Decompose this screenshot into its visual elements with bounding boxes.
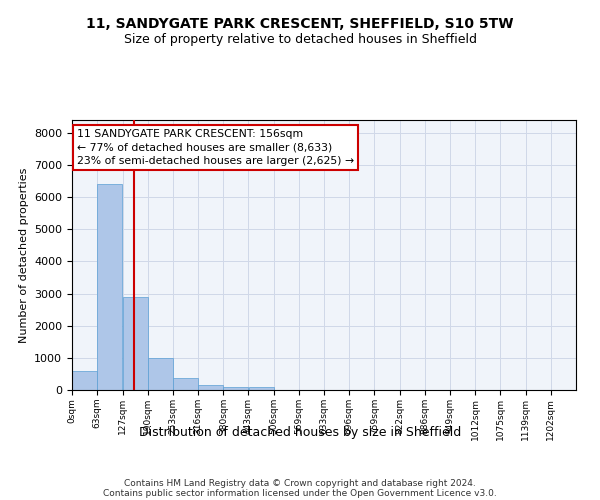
Text: Distribution of detached houses by size in Sheffield: Distribution of detached houses by size … [139, 426, 461, 439]
Text: Size of property relative to detached houses in Sheffield: Size of property relative to detached ho… [124, 32, 476, 46]
Bar [223, 387, 248, 390]
Bar [97, 184, 122, 390]
Bar [122, 297, 148, 390]
Bar [173, 378, 198, 390]
Text: 11, SANDYGATE PARK CRESCENT, SHEFFIELD, S10 5TW: 11, SANDYGATE PARK CRESCENT, SHEFFIELD, … [86, 18, 514, 32]
Text: Contains public sector information licensed under the Open Government Licence v3: Contains public sector information licen… [103, 488, 497, 498]
Text: Contains HM Land Registry data © Crown copyright and database right 2024.: Contains HM Land Registry data © Crown c… [124, 478, 476, 488]
Bar [148, 358, 173, 390]
Bar [198, 385, 223, 390]
Bar [72, 370, 97, 390]
Y-axis label: Number of detached properties: Number of detached properties [19, 168, 29, 342]
Bar [248, 388, 274, 390]
Text: 11 SANDYGATE PARK CRESCENT: 156sqm
← 77% of detached houses are smaller (8,633)
: 11 SANDYGATE PARK CRESCENT: 156sqm ← 77%… [77, 130, 354, 166]
